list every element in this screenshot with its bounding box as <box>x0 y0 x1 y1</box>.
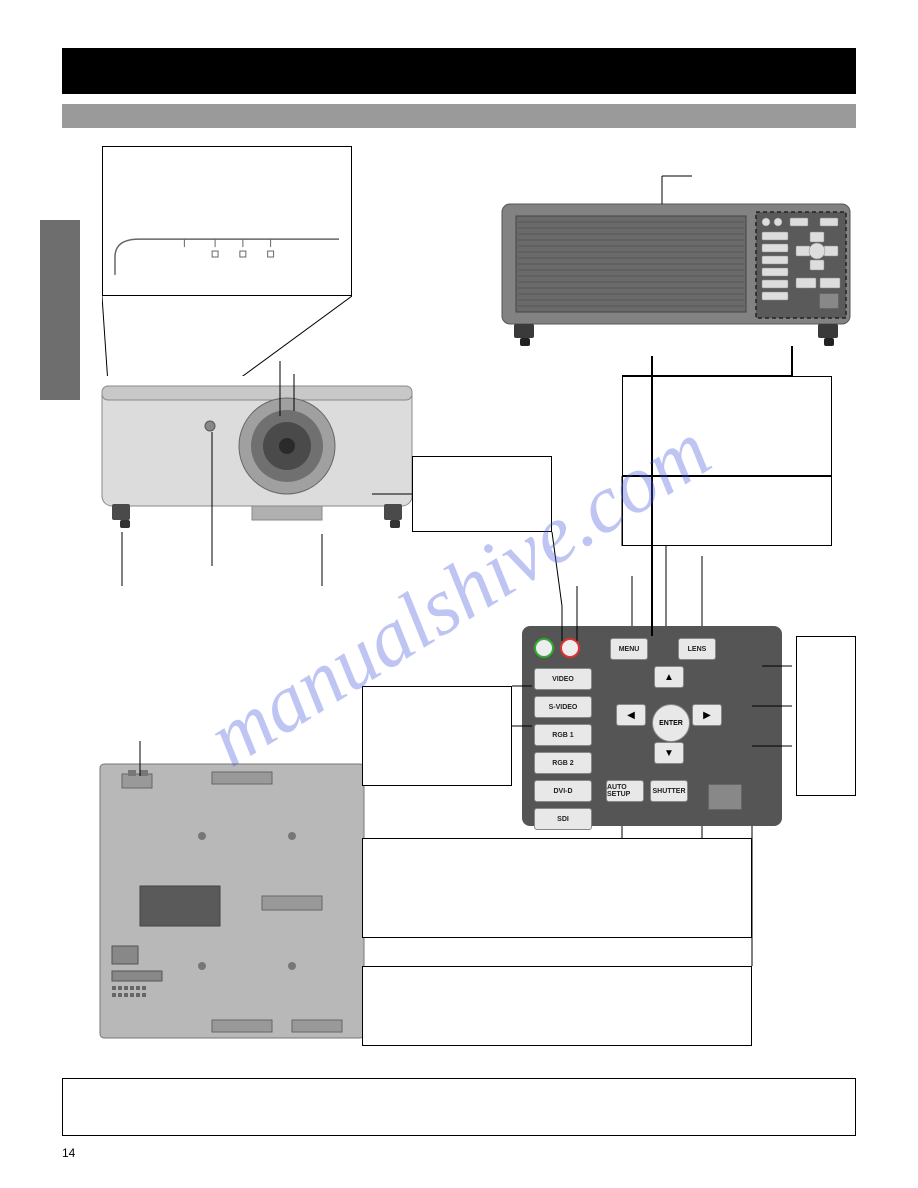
input-dvid-button[interactable]: DVI-D <box>534 780 592 802</box>
menu-button[interactable]: MENU <box>610 638 648 660</box>
input-video-button[interactable]: VIDEO <box>534 668 592 690</box>
lens-button[interactable]: LENS <box>678 638 716 660</box>
autosetup-button[interactable]: AUTO SETUP <box>606 780 644 802</box>
page-number: 14 <box>62 1146 75 1160</box>
manual-page: VIDEO S-VIDEO RGB 1 RGB 2 DVI-D SDI MENU… <box>0 0 918 1188</box>
nameplate <box>708 784 742 810</box>
callout-box-6 <box>362 838 752 938</box>
arrow-down-button[interactable]: ▼ <box>654 742 684 764</box>
input-rgb2-button[interactable]: RGB 2 <box>534 752 592 774</box>
power-on-button[interactable] <box>534 638 554 658</box>
power-off-button[interactable] <box>560 638 580 658</box>
callout-box-5 <box>796 636 856 796</box>
header-black-bar <box>62 48 856 94</box>
projector-front-view <box>92 366 422 536</box>
header-gray-bar <box>62 104 856 128</box>
arrow-up-button[interactable]: ▲ <box>654 666 684 688</box>
projector-rear-view <box>496 186 856 356</box>
callout-box-4 <box>362 686 512 786</box>
input-sdi-button[interactable]: SDI <box>534 808 592 830</box>
projector-bottom-view <box>92 756 372 1046</box>
detail-leader-wedge <box>102 296 352 376</box>
content-area: VIDEO S-VIDEO RGB 1 RGB 2 DVI-D SDI MENU… <box>62 146 856 1166</box>
arrow-pad: ▲ ◀ ▶ ▼ ENTER <box>614 666 724 776</box>
control-panel-closeup: VIDEO S-VIDEO RGB 1 RGB 2 DVI-D SDI MENU… <box>522 626 782 826</box>
input-svideo-button[interactable]: S-VIDEO <box>534 696 592 718</box>
enter-button[interactable]: ENTER <box>652 704 690 742</box>
arrow-right-button[interactable]: ▶ <box>692 704 722 726</box>
caution-box <box>62 1078 856 1136</box>
callout-box-1 <box>412 456 552 532</box>
shutter-button[interactable]: SHUTTER <box>650 780 688 802</box>
projector-top-edge-closeup <box>113 237 341 277</box>
arrow-left-button[interactable]: ◀ <box>616 704 646 726</box>
callout-box-3 <box>622 476 832 546</box>
input-rgb1-button[interactable]: RGB 1 <box>534 724 592 746</box>
callout-box-7 <box>362 966 752 1046</box>
indicator-panel-detail <box>102 146 352 296</box>
callout-box-2 <box>622 376 832 476</box>
